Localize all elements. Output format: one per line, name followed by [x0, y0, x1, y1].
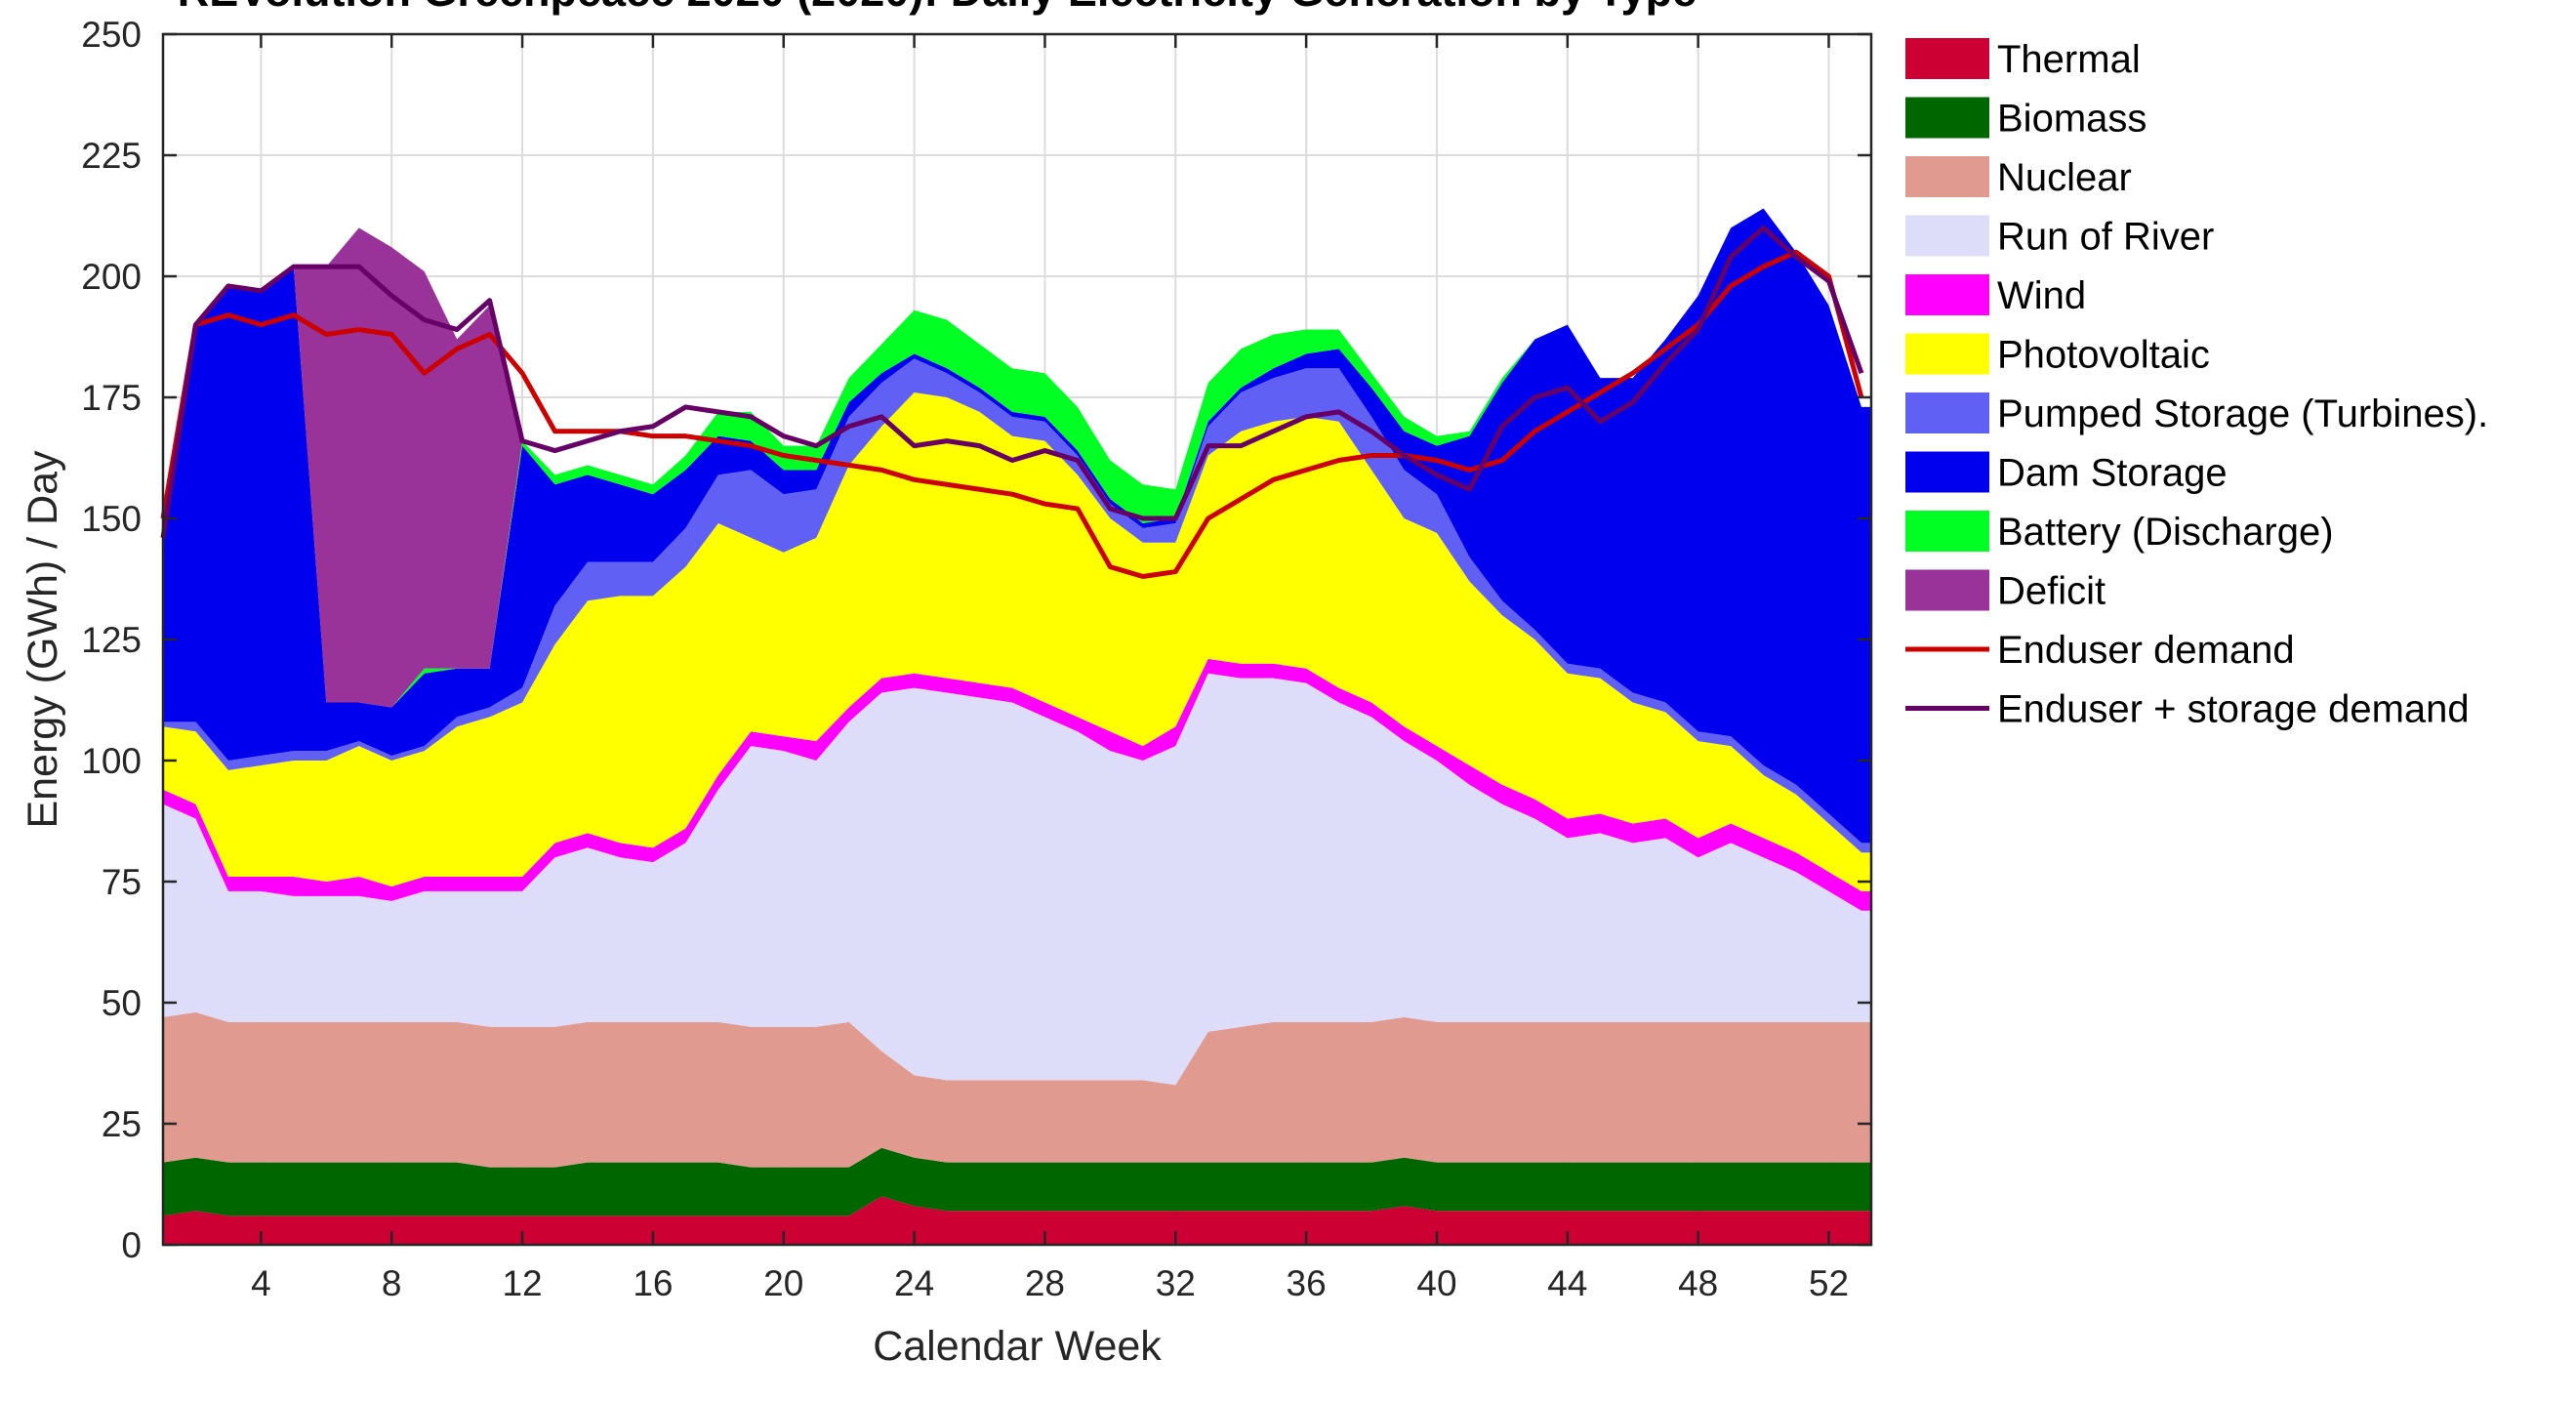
x-tick-label: 8 [382, 1263, 402, 1303]
legend-label-enduser-demand: Enduser demand [1997, 629, 2295, 672]
area-biomass [163, 1147, 1871, 1216]
legend-label-deficit: Deficit [1997, 570, 2106, 613]
area-dam-storage [163, 208, 1871, 844]
y-tick-label: 150 [81, 499, 142, 539]
area-deficit [163, 208, 1871, 708]
y-tick-label: 250 [81, 15, 142, 55]
x-tick-label: 52 [1809, 1263, 1849, 1303]
x-tick-label: 20 [763, 1263, 803, 1303]
x-tick-label: 36 [1287, 1263, 1327, 1303]
y-tick-label: 225 [81, 136, 142, 176]
axes [161, 32, 1873, 1247]
x-axis-label: Calendar Week [873, 1323, 1162, 1370]
legend-swatch-run-of-river [1905, 215, 1989, 257]
x-tick-label: 48 [1678, 1263, 1718, 1303]
x-tick-label: 28 [1025, 1263, 1065, 1303]
x-tick-label: 12 [502, 1263, 542, 1303]
legend-swatch-nuclear [1905, 156, 1989, 197]
legend-swatch-dam-storage [1905, 451, 1989, 493]
legend-label-battery-discharge: Battery (Discharge) [1997, 511, 2334, 554]
x-tick-label: 4 [251, 1263, 271, 1303]
legend-swatch-wind [1905, 274, 1989, 315]
legend-label-wind: Wind [1997, 274, 2086, 317]
area-photovoltaic [163, 392, 1871, 891]
y-tick-label: 200 [81, 257, 142, 297]
legend-swatch-biomass [1905, 97, 1989, 139]
x-tick-label: 16 [633, 1263, 673, 1303]
legend-swatch-pumped-storage-turbines [1905, 392, 1989, 433]
legend-swatch-battery-discharge [1905, 511, 1989, 552]
line-enduser-demand [160, 249, 1864, 580]
legend-swatch-photovoltaic [1905, 333, 1989, 375]
legend-label-nuclear: Nuclear [1997, 156, 2132, 199]
legend-label-dam-storage: Dam Storage [1997, 452, 2228, 495]
y-tick-label: 75 [102, 862, 142, 902]
x-tick-label: 44 [1547, 1263, 1587, 1303]
area-nuclear [163, 1011, 1871, 1168]
legend-label-photovoltaic: Photovoltaic [1997, 334, 2210, 377]
y-tick-label: 125 [81, 620, 142, 660]
y-tick-label: 25 [102, 1104, 142, 1144]
legend-label-biomass: Biomass [1997, 98, 2147, 141]
legend-swatch-deficit [1905, 569, 1989, 611]
y-tick-label: 175 [81, 378, 142, 418]
y-tick-label: 0 [121, 1225, 142, 1265]
legend-label-enduser-storage-demand: Enduser + storage demand [1997, 688, 2470, 731]
x-tick-label: 32 [1156, 1263, 1196, 1303]
legend-label-pumped-storage-turbines: Pumped Storage (Turbines). [1997, 392, 2488, 435]
legend-swatch-thermal [1905, 38, 1989, 79]
legend-label-thermal: Thermal [1997, 38, 2141, 81]
y-tick-label: 100 [81, 741, 142, 781]
y-tick-label: 50 [102, 983, 142, 1023]
stacked-areas [163, 208, 1871, 1245]
x-tick-label: 24 [894, 1263, 934, 1303]
demand-lines [160, 225, 1864, 580]
area-wind [163, 658, 1871, 911]
chart-title: REVolution Greenpeace 2020 (2020): Daily… [178, 0, 1697, 16]
y-axis-label: Energy (GWh) / Day [20, 450, 66, 829]
area-thermal [163, 1196, 1871, 1245]
x-tick-label: 40 [1416, 1263, 1456, 1303]
legend: Thermal Biomass Nuclear Run of River Wind Pho… [1905, 38, 2488, 731]
legend-label-run-of-river: Run of River [1997, 216, 2214, 259]
line-enduser-storage-demand [160, 225, 1864, 539]
area-run-of-river [163, 673, 1871, 1086]
